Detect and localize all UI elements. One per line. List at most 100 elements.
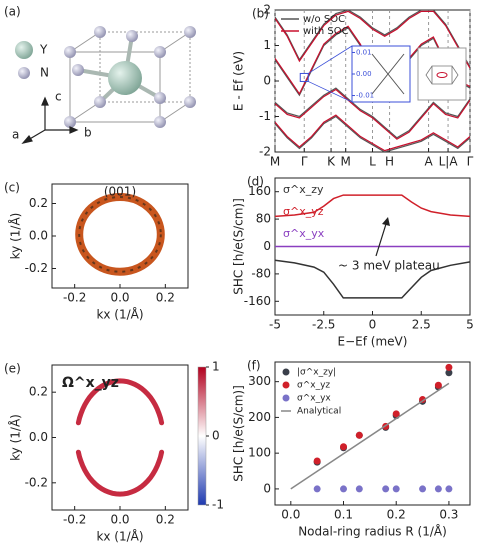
x-tick-label: 2.5: [412, 318, 431, 332]
data-point: [434, 381, 442, 389]
panel-label: (f): [247, 359, 261, 373]
plot-frame: [274, 361, 471, 506]
zoom-box: [299, 72, 309, 82]
panel-label: (c): [4, 181, 20, 195]
data-point: [382, 485, 390, 493]
data-point: [434, 485, 442, 493]
colorbar-tick-label: 1: [212, 360, 220, 374]
x-tick-label: -2.5: [312, 318, 335, 332]
x-axis-label: E−Ef (meV): [338, 335, 408, 349]
x-tick-label: Γ: [301, 155, 308, 169]
x-tick-label: 0.2: [387, 508, 406, 522]
data-point: [392, 485, 400, 493]
x-tick-label: Γ: [467, 155, 474, 169]
x-tick-label: H: [385, 155, 394, 169]
band-line: [275, 10, 470, 69]
y-tick-label: 0.2: [29, 196, 48, 210]
band-line: [275, 114, 470, 152]
axis-letter: a: [12, 128, 19, 142]
panel-label: (d): [247, 175, 264, 189]
map-annotation: Ω^x_yz: [62, 375, 119, 391]
y-tick-label: -1: [259, 109, 271, 123]
x-tick-label: -5: [269, 318, 281, 332]
x-tick-label: 0.2: [156, 513, 175, 527]
x-tick-label: 0.0: [281, 508, 300, 522]
legend-label: w/o SOC: [303, 14, 345, 25]
data-point: [445, 369, 453, 377]
band-line: [275, 115, 470, 152]
arrow-head: [382, 217, 390, 226]
y-tick-label: -80: [251, 266, 271, 280]
legend-swatch: [282, 368, 290, 376]
panel-label: (a): [4, 5, 21, 19]
fit-line: [290, 382, 450, 490]
y-axis-label: ky (1/Å): [8, 213, 23, 260]
crystal-structure: (a) Y N c a b: [4, 5, 196, 144]
data-point: [340, 443, 348, 451]
x-axis-label: kx (1/Å): [96, 307, 143, 322]
data-point: [313, 485, 321, 493]
atom-legend-y: [15, 41, 33, 59]
data-point: [445, 485, 453, 493]
inset-tick-label: 0.00: [356, 70, 372, 78]
x-tick-label: L|A: [439, 155, 459, 169]
n-atoms: [64, 26, 196, 128]
data-point: [419, 485, 427, 493]
colorbar-tick-label: 0: [212, 429, 220, 443]
inset-frame: [351, 45, 411, 103]
x-tick-label: M: [341, 155, 351, 169]
map-title: (001): [104, 185, 136, 199]
y-tick-label: -0.2: [25, 475, 48, 489]
y-tick-label: 0: [263, 74, 271, 88]
inset-tick-label: 0.01: [356, 48, 372, 56]
y-tick-label: 0: [263, 481, 271, 495]
x-axis-label: kx (1/Å): [96, 529, 143, 544]
series-line: [274, 259, 471, 299]
x-tick-label: M: [270, 155, 280, 169]
y-tick-label: 1: [263, 38, 271, 52]
x-tick-label: 0.0: [110, 513, 129, 527]
x-tick-label: 5: [466, 318, 474, 332]
legend-label: with SOC: [303, 26, 349, 37]
legend-label: Analytical: [297, 407, 341, 417]
bz-hexagon: [425, 65, 459, 85]
legend-label: σ^x_yx: [297, 394, 331, 404]
data-point: [340, 485, 348, 493]
legend-swatch: [282, 394, 290, 402]
y-tick-label: -0.2: [25, 261, 48, 275]
annotation-arrow: [375, 223, 387, 257]
x-tick-label: 0: [369, 318, 377, 332]
bz-box: [417, 47, 467, 101]
data-point: [355, 485, 363, 493]
y-axis-label: SHC [h/e(S/cm)]: [232, 198, 246, 295]
x-tick-label: A: [424, 155, 433, 169]
x-tick-label: L: [369, 155, 376, 169]
y-axis-label: E - Ef (eV): [232, 51, 246, 111]
y-tick-label: -2: [259, 145, 271, 159]
data-point: [445, 363, 453, 371]
panel-label: (b): [252, 7, 269, 21]
y-tick-label: 100: [248, 446, 271, 460]
data-point: [313, 457, 321, 465]
y-axis-label: SHC [h/e(S/cm)]: [232, 385, 246, 482]
data-point: [392, 410, 400, 418]
y-axis-label: ky (1/Å): [8, 414, 23, 461]
y-tick-label: -160: [244, 294, 271, 308]
legend-label: σ^x_zy: [283, 183, 324, 196]
atom-label: Y: [39, 43, 48, 57]
x-tick-label: 0.3: [439, 508, 458, 522]
x-tick-label: -0.2: [63, 513, 86, 527]
y-tick-label: 2: [263, 3, 271, 17]
y-atom: [108, 61, 142, 95]
y-tick-label: 80: [256, 212, 271, 226]
y-tick-label: 0.2: [29, 385, 48, 399]
spin-texture: [78, 196, 162, 273]
x-tick-label: -0.2: [63, 291, 86, 305]
band-line: [275, 10, 470, 68]
axes-arrows: [21, 96, 79, 144]
bz-ring: [436, 72, 448, 78]
band-line: [275, 88, 470, 140]
y-tick-label: 0: [263, 239, 271, 253]
series-line: [274, 194, 471, 218]
